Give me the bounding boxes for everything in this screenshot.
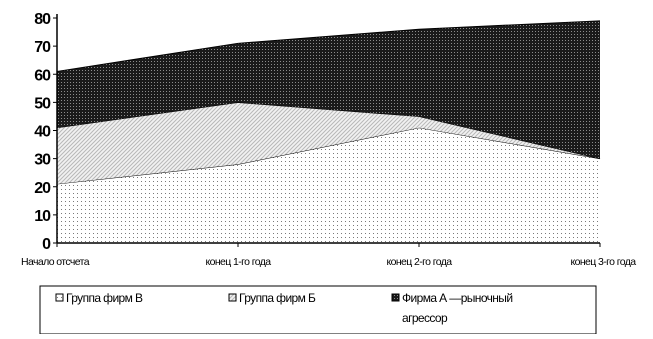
legend-swatch-group-v: [55, 293, 64, 302]
legend-swatch-firm-a: [391, 293, 400, 302]
legend: Группа фирм В Группа фирм Б Фирма А —рын…: [39, 285, 597, 335]
legend-item-firm-a: Фирма А —рыночный агрессор: [391, 291, 513, 325]
y-tick-label: 70: [34, 39, 51, 56]
x-tick-label: конец 2-го года: [387, 256, 453, 268]
area-series-3: [57, 20, 600, 159]
area-series-2: [57, 102, 600, 184]
legend-label-firm-a-line2: агрессор: [402, 311, 448, 325]
legend-item-group-v: Группа фирм В: [55, 291, 144, 305]
legend-item-group-b: Группа фирм Б: [228, 291, 317, 305]
series-line-1: [56, 127, 601, 185]
y-tick-label: 30: [34, 152, 51, 169]
areas-layer: [56, 20, 601, 243]
series-line-2: [56, 101, 601, 160]
y-tick-label: 60: [34, 67, 51, 84]
legend-box: [39, 285, 597, 335]
legend-label-firm-a: Фирма А —рыночный: [402, 291, 512, 305]
legend-label-group-v: Группа фирм В: [66, 291, 143, 305]
series-line-3: [56, 20, 601, 72]
x-tick-label: Начало отсчета: [21, 256, 90, 268]
legend-label-group-b: Группа фирм Б: [239, 291, 316, 305]
y-tick-label: 10: [34, 208, 51, 225]
y-tick-label: 20: [34, 180, 51, 197]
y-tick-label: 50: [34, 95, 51, 112]
x-tick-label: конец 3-го года: [571, 256, 637, 268]
y-tick-label: 40: [34, 124, 51, 141]
legend-swatch-group-b: [228, 293, 237, 302]
x-tick-label: конец 1-го года: [206, 256, 272, 268]
axes-layer: 0 10 20 30 40 50 60 70 80 Начало отсчета конец 1-г…: [21, 11, 637, 268]
area-series-1: [57, 127, 600, 243]
y-tick-label: 80: [34, 11, 51, 28]
y-tick-label: 0: [42, 236, 51, 253]
